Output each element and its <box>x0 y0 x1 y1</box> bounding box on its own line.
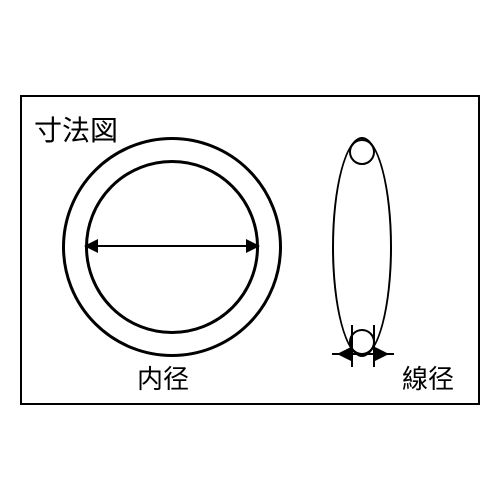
cross-section-top <box>349 139 375 165</box>
wire-dia-arrow-right <box>375 347 389 361</box>
inner-diameter-label: 内径 <box>137 359 189 396</box>
oring-side-view <box>332 137 392 357</box>
wire-ext-line-left <box>351 325 353 367</box>
side-ellipse <box>332 137 392 357</box>
inner-ring-circle <box>85 160 259 334</box>
wire-diameter-label: 線径 <box>402 359 454 396</box>
dimension-diagram-frame: 寸法図 内径 線径 <box>20 95 480 405</box>
inner-dia-dimension-line <box>87 245 257 247</box>
inner-dia-arrow-right <box>246 239 260 253</box>
